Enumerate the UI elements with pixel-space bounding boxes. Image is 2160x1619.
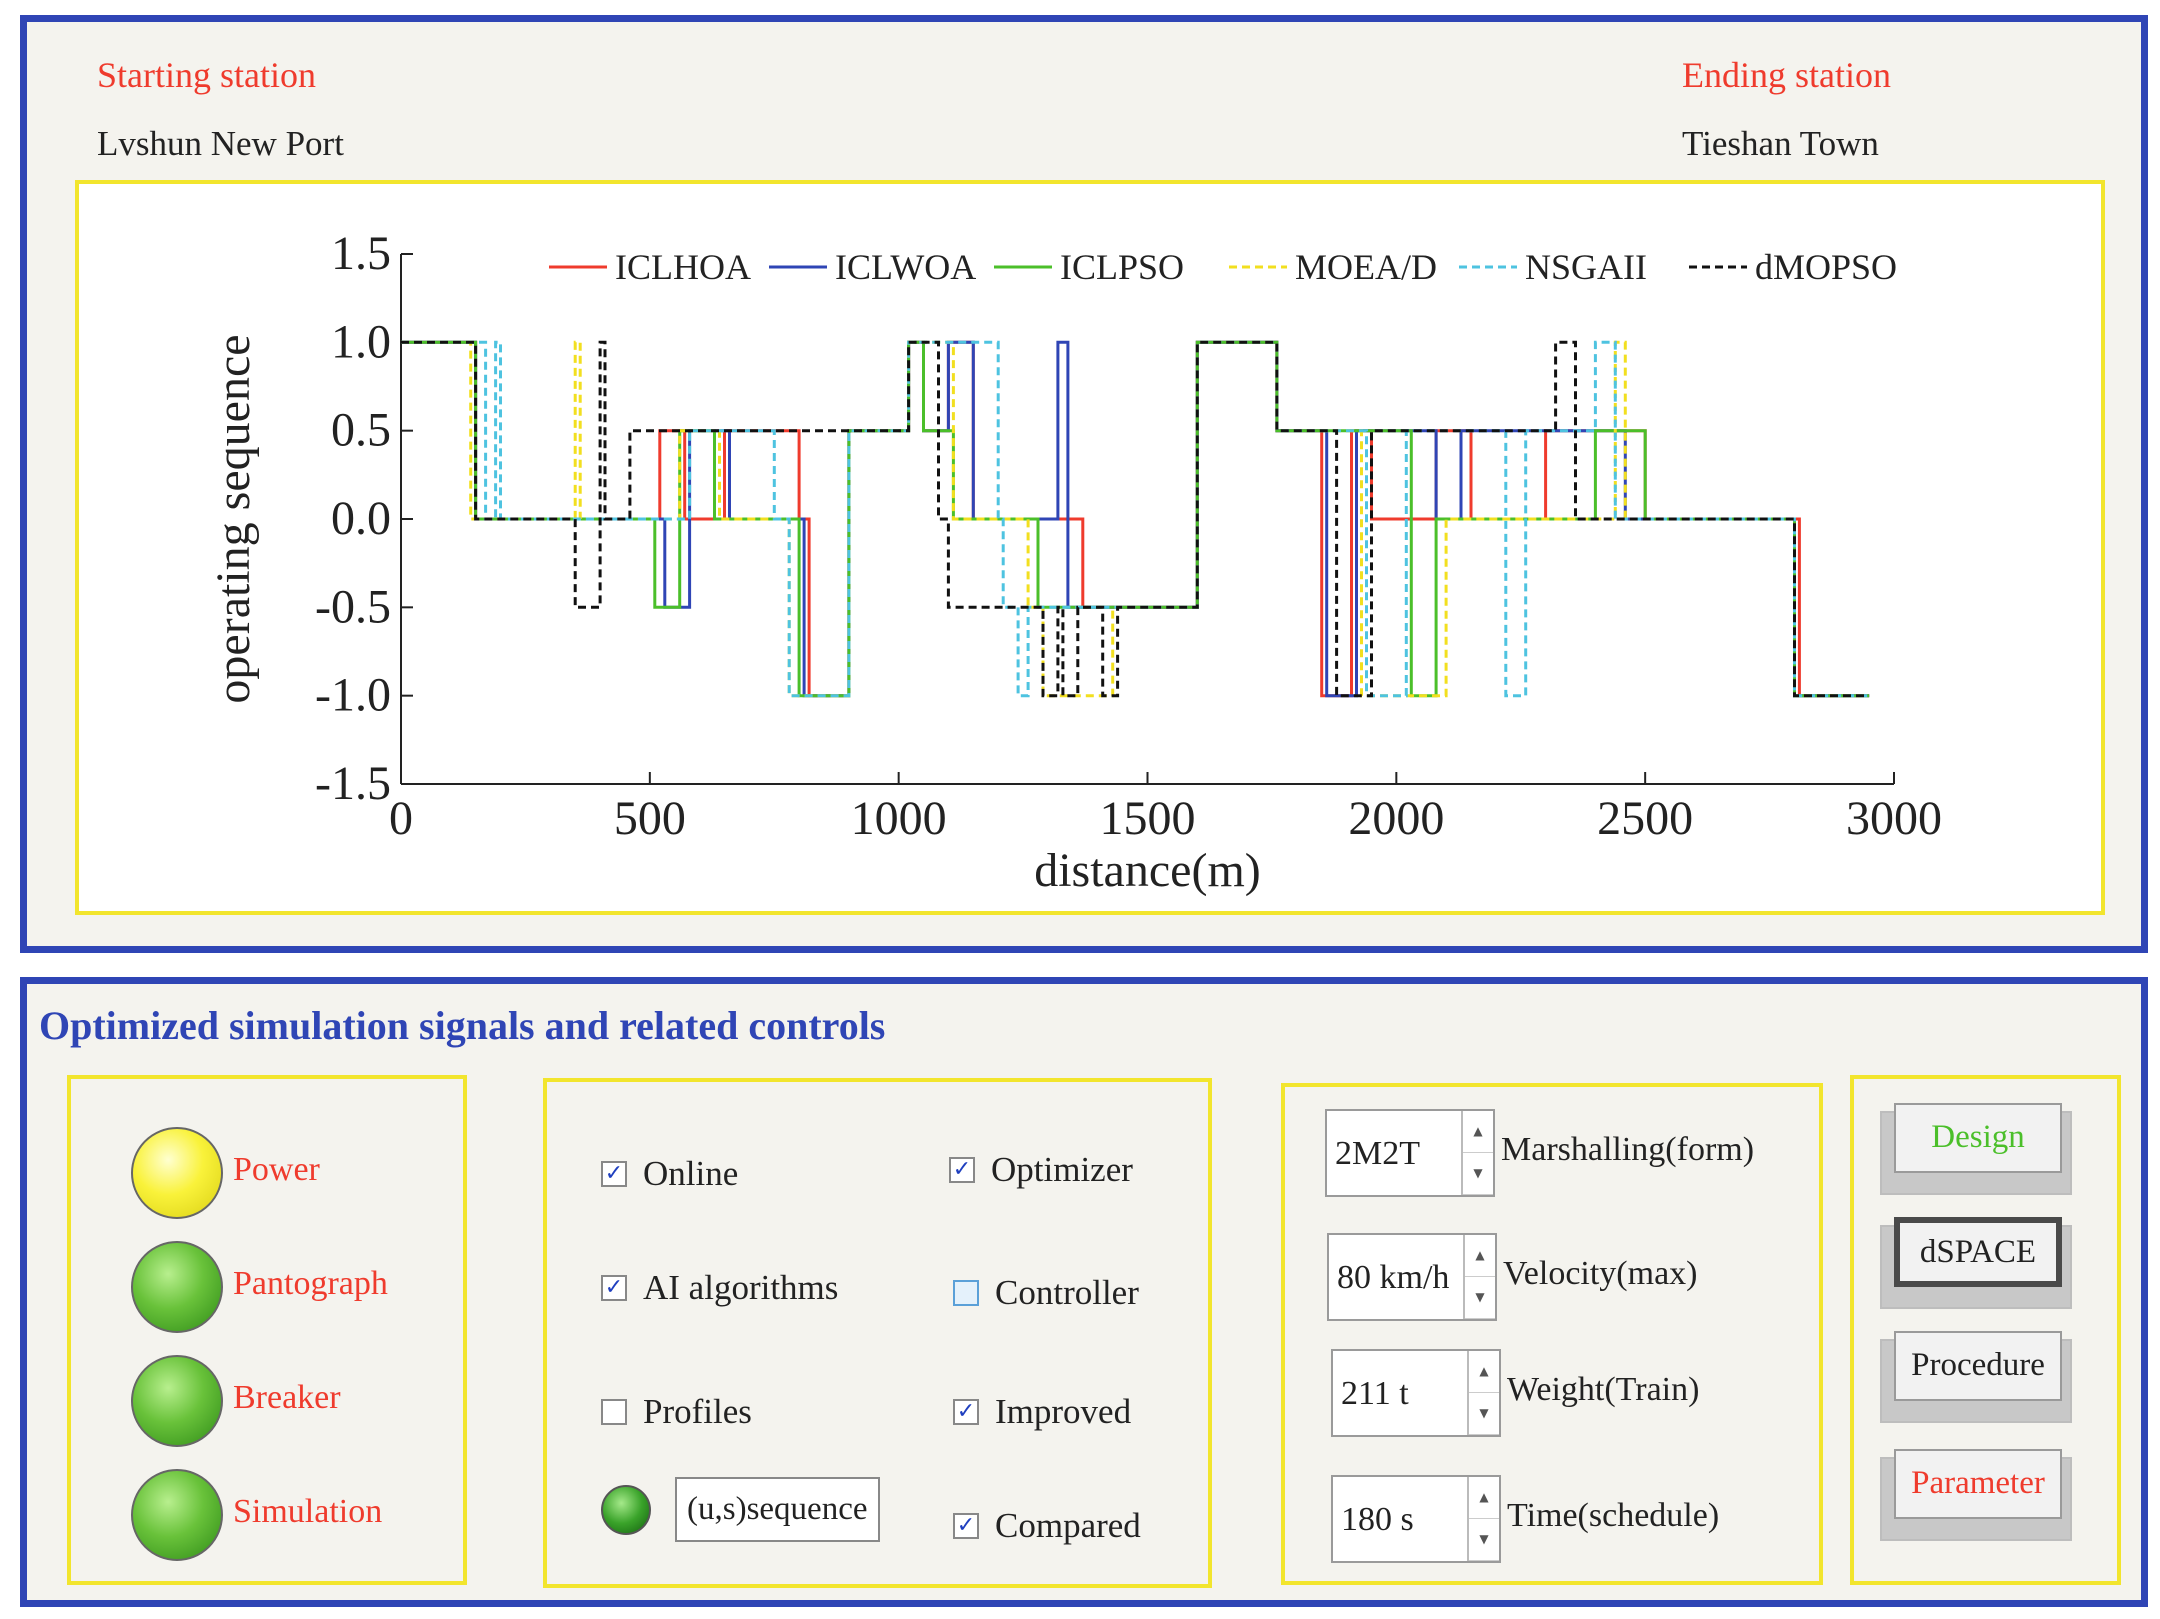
x-tick-label: 500 bbox=[614, 792, 686, 845]
power-lamp-icon bbox=[131, 1127, 223, 1219]
spin-down-icon[interactable]: ▼ bbox=[1469, 1519, 1499, 1561]
procedure-button-wrap: Procedure bbox=[1880, 1331, 2080, 1423]
controls-panel: Optimized simulation signals and related… bbox=[20, 977, 2148, 1607]
legend-label: dMOPSO bbox=[1755, 247, 1897, 287]
series-line-dmopso bbox=[401, 340, 1870, 698]
x-tick-label: 3000 bbox=[1846, 792, 1942, 845]
parameter-group: 2M2T ▲ ▼ Marshalling(form) 80 km/h ▲ ▼ Vel… bbox=[1281, 1083, 1823, 1585]
chart-frame: 0 500 1000 1500 2000 2500 3000 1.5 1.0 0.5 0.0 -0.5… bbox=[75, 180, 2105, 915]
ending-station-label: Ending station bbox=[1682, 55, 1891, 95]
option-group: ✓ Online ✓ AI algorithms Profiles (u,s)s… bbox=[543, 1078, 1212, 1588]
parameter-button[interactable]: Parameter bbox=[1894, 1449, 2062, 1519]
y-tick-label: 1.5 bbox=[331, 227, 391, 280]
y-axis-label: operating sequence bbox=[207, 334, 260, 703]
series-line-iclhoa bbox=[401, 340, 1870, 698]
time-value[interactable]: 180 s bbox=[1341, 1501, 1414, 1538]
time-label: Time(schedule) bbox=[1507, 1497, 1720, 1534]
checkbox-icon[interactable]: ✓ bbox=[953, 1399, 979, 1425]
time-spinner[interactable]: 180 s ▲ ▼ bbox=[1331, 1475, 1501, 1563]
ending-station-value: Tieshan Town bbox=[1682, 124, 1879, 163]
procedure-button[interactable]: Procedure bbox=[1894, 1331, 2062, 1401]
y-tick-label: 0.0 bbox=[331, 492, 391, 545]
spin-down-icon[interactable]: ▼ bbox=[1469, 1393, 1499, 1435]
dspace-button-wrap: dSPACE bbox=[1880, 1217, 2080, 1309]
starting-station-value: Lvshun New Port bbox=[97, 124, 344, 163]
x-tick-label: 1000 bbox=[851, 792, 947, 845]
marshalling-value[interactable]: 2M2T bbox=[1335, 1135, 1420, 1172]
sequence-control: (u,s)sequence bbox=[601, 1477, 880, 1542]
pantograph-lamp-icon bbox=[131, 1241, 223, 1333]
dspace-button[interactable]: dSPACE bbox=[1894, 1217, 2062, 1287]
spin-down-icon[interactable]: ▼ bbox=[1465, 1277, 1495, 1319]
indicator-group: Power Pantograph Breaker Simulation bbox=[67, 1075, 467, 1585]
spin-up-icon[interactable]: ▲ bbox=[1463, 1111, 1493, 1153]
x-tick-label: 1500 bbox=[1100, 792, 1196, 845]
spin-up-icon[interactable]: ▲ bbox=[1465, 1235, 1495, 1277]
x-axis-label: distance(m) bbox=[1034, 844, 1261, 897]
velocity-spinner[interactable]: 80 km/h ▲ ▼ bbox=[1327, 1233, 1497, 1321]
y-tick-label: -1.5 bbox=[315, 757, 391, 810]
legend-label: ICLPSO bbox=[1060, 247, 1184, 287]
simulation-lamp-icon bbox=[131, 1469, 223, 1561]
simulation-label: Simulation bbox=[233, 1493, 383, 1530]
breaker-lamp-icon bbox=[131, 1355, 223, 1447]
series-line-moea-d bbox=[401, 340, 1870, 698]
power-label: Power bbox=[233, 1151, 320, 1188]
online-checkbox[interactable]: ✓ Online bbox=[601, 1154, 738, 1194]
y-tick-label: -0.5 bbox=[315, 580, 391, 633]
x-tick-label: 2000 bbox=[1348, 792, 1444, 845]
starting-station-label: Starting station bbox=[97, 55, 316, 95]
controller-checkbox[interactable]: Controller bbox=[953, 1273, 1139, 1313]
series-line-nsgaii bbox=[401, 340, 1870, 698]
weight-label: Weight(Train) bbox=[1507, 1371, 1700, 1408]
legend-label: ICLHOA bbox=[615, 247, 751, 287]
checkbox-icon[interactable] bbox=[953, 1280, 979, 1306]
sequence-button[interactable]: (u,s)sequence bbox=[675, 1477, 880, 1542]
marshalling-spinner[interactable]: 2M2T ▲ ▼ bbox=[1325, 1109, 1495, 1197]
checkbox-icon[interactable]: ✓ bbox=[949, 1157, 975, 1183]
parameter-button-wrap: Parameter bbox=[1880, 1449, 2080, 1541]
spin-up-icon[interactable]: ▲ bbox=[1469, 1351, 1499, 1393]
checkbox-icon[interactable]: ✓ bbox=[601, 1161, 627, 1187]
optimizer-checkbox[interactable]: ✓ Optimizer bbox=[949, 1150, 1133, 1190]
y-tick-label: 1.0 bbox=[331, 315, 391, 368]
legend-label: MOEA/D bbox=[1295, 247, 1437, 287]
y-tick-label: -1.0 bbox=[315, 669, 391, 722]
design-button[interactable]: Design bbox=[1894, 1103, 2062, 1173]
y-tick-label: 0.5 bbox=[331, 404, 391, 457]
checkbox-icon[interactable]: ✓ bbox=[601, 1275, 627, 1301]
breaker-label: Breaker bbox=[233, 1379, 341, 1416]
chart-panel: Starting station Lvshun New Port Ending … bbox=[20, 15, 2148, 953]
velocity-value[interactable]: 80 km/h bbox=[1337, 1259, 1450, 1296]
velocity-label: Velocity(max) bbox=[1503, 1255, 1698, 1292]
spin-down-icon[interactable]: ▼ bbox=[1463, 1153, 1493, 1195]
legend-label: NSGAII bbox=[1525, 247, 1647, 287]
checkbox-icon[interactable] bbox=[601, 1399, 627, 1425]
x-tick-label: 0 bbox=[389, 792, 413, 845]
action-group: Design dSPACE Procedure Parameter bbox=[1850, 1075, 2121, 1585]
weight-spinner[interactable]: 211 t ▲ ▼ bbox=[1331, 1349, 1501, 1437]
x-tick-label: 2500 bbox=[1597, 792, 1693, 845]
pantograph-label: Pantograph bbox=[233, 1265, 388, 1302]
section-title: Optimized simulation signals and related… bbox=[39, 1003, 886, 1048]
marshalling-label: Marshalling(form) bbox=[1501, 1131, 1755, 1168]
improved-checkbox[interactable]: ✓ Improved bbox=[953, 1392, 1131, 1432]
compared-checkbox[interactable]: ✓ Compared bbox=[953, 1506, 1141, 1546]
design-button-wrap: Design bbox=[1880, 1103, 2080, 1195]
operating-sequence-chart: 0 500 1000 1500 2000 2500 3000 1.5 1.0 0.5 0.0 -0.5… bbox=[207, 227, 1942, 897]
checkbox-icon[interactable]: ✓ bbox=[953, 1513, 979, 1539]
sequence-lamp-icon bbox=[601, 1484, 651, 1535]
weight-value[interactable]: 211 t bbox=[1341, 1375, 1409, 1412]
ai-algorithms-checkbox[interactable]: ✓ AI algorithms bbox=[601, 1268, 838, 1308]
profiles-checkbox[interactable]: Profiles bbox=[601, 1392, 752, 1432]
spin-up-icon[interactable]: ▲ bbox=[1469, 1477, 1499, 1519]
legend-label: ICLWOA bbox=[835, 247, 976, 287]
